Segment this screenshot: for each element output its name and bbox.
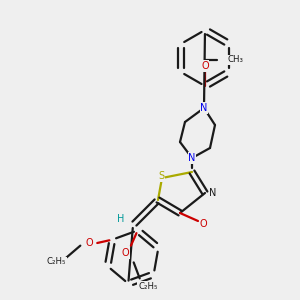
Text: N: N <box>200 103 208 113</box>
Text: O: O <box>201 61 209 71</box>
Text: O: O <box>85 238 93 248</box>
Text: S: S <box>158 171 164 181</box>
Text: C₂H₅: C₂H₅ <box>138 282 158 291</box>
Text: C₂H₅: C₂H₅ <box>46 257 66 266</box>
Text: O: O <box>122 248 130 258</box>
Text: H: H <box>117 214 125 224</box>
Text: N: N <box>209 188 217 198</box>
Text: N: N <box>188 153 196 163</box>
Text: O: O <box>199 219 207 229</box>
Text: CH₃: CH₃ <box>227 56 243 64</box>
